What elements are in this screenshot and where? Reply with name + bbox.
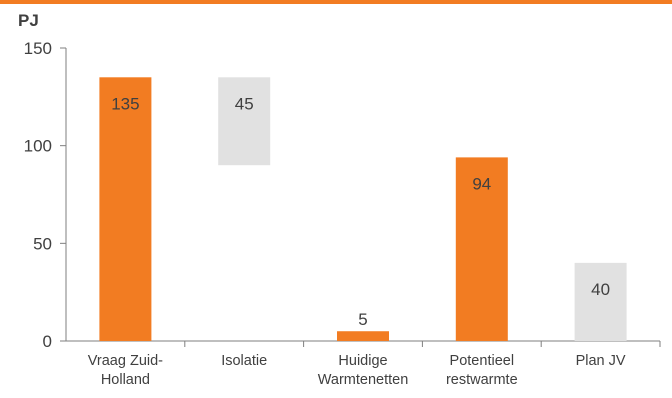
- y-axis-label: PJ: [18, 11, 39, 30]
- bar-value-label: 135: [111, 94, 139, 113]
- category-label: Huidige: [338, 353, 387, 369]
- bar-value-label: 40: [591, 280, 610, 299]
- bar-value-label: 5: [358, 310, 367, 329]
- category-label: Potentieel: [450, 353, 515, 369]
- bar: [218, 77, 271, 166]
- y-tick-label: 0: [43, 332, 52, 351]
- category-label: Plan JV: [576, 353, 626, 369]
- y-tick-label: 50: [33, 234, 52, 253]
- bar-value-label: 94: [472, 174, 491, 193]
- bar: [337, 331, 389, 341]
- category-label: restwarmte: [446, 372, 518, 388]
- y-axis: 0 50 100 150: [24, 39, 67, 351]
- category-label: Holland: [101, 372, 150, 388]
- category-label: Vraag Zuid-: [88, 353, 163, 369]
- bars: [99, 77, 627, 342]
- x-axis: [66, 340, 661, 347]
- bar-value-label: 45: [235, 94, 254, 113]
- category-labels: Vraag Zuid- Holland Isolatie Huidige Warmten…: [88, 353, 626, 388]
- category-label: Isolatie: [221, 353, 267, 369]
- bar: [574, 262, 627, 341]
- bar: [455, 157, 508, 341]
- y-tick-label: 150: [24, 39, 52, 58]
- category-label: Warmtenetten: [318, 372, 409, 388]
- data-labels: 135 45 5 94 40: [111, 94, 610, 329]
- bar: [99, 77, 152, 342]
- top-accent-band: [0, 0, 672, 4]
- y-tick-label: 100: [24, 137, 52, 156]
